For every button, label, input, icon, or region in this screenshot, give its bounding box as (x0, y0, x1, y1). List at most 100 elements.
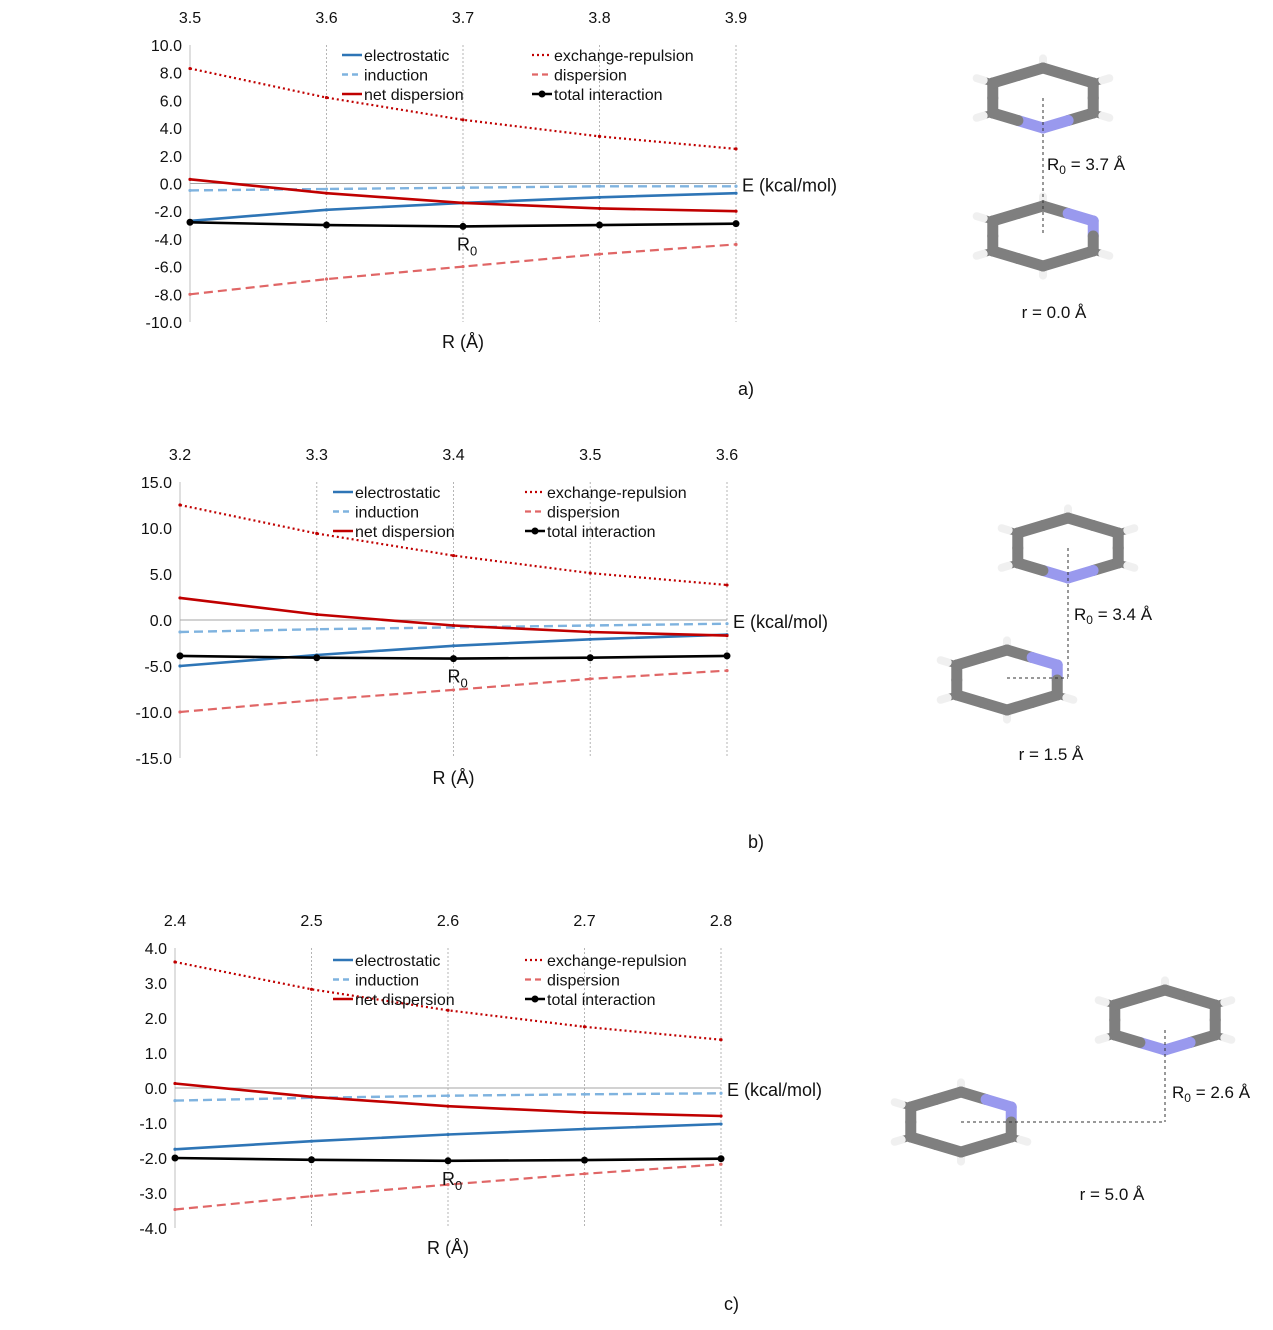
data-point (597, 252, 602, 256)
y-tick-label: 2.0 (145, 1011, 167, 1028)
data-point (719, 1122, 723, 1126)
hydrogen-atom (1016, 1135, 1032, 1146)
y-tick-label: -2.0 (139, 1151, 167, 1168)
data-point (725, 634, 729, 638)
x-tick-label: 2.5 (300, 913, 322, 930)
y-tick-label: 4.0 (160, 121, 182, 138)
data-point (324, 208, 329, 212)
panel-label-c: c) (724, 1294, 739, 1314)
data-point (313, 654, 321, 662)
x-tick-label: 3.7 (452, 10, 474, 27)
legend-label-electrostatic: electrostatic (355, 953, 440, 970)
legend-label-net-dispersion: net dispersion (355, 992, 455, 1009)
data-point (188, 188, 192, 193)
data-point (719, 1038, 723, 1042)
data-point (461, 265, 465, 269)
y-tick-label: -4.0 (154, 232, 182, 249)
chart-b: 3.2 3.3 3.4 3.5 3.6 15.0 10.0 5.0 0.0 -5.0 -10.0 -1… (136, 447, 828, 788)
data-point (309, 1095, 314, 1099)
data-point (596, 221, 603, 229)
chart-a: 3.5 3.6 3.7 3.8 3.9 10.0 8.0 6.0 4.0 2.0 0.0 -2.0 -4… (146, 10, 837, 352)
legend-label-induction: induction (355, 505, 419, 522)
data-point (315, 531, 319, 536)
y-tick-label: 8.0 (160, 66, 182, 83)
legend-label-dispersion: dispersion (554, 68, 627, 85)
x-axis-label: R (Å) (433, 768, 475, 788)
panel-label-b: b) (748, 832, 764, 852)
data-point (459, 222, 467, 230)
x-tick-label: 2.8 (710, 913, 732, 930)
x-axis-label: R (Å) (442, 332, 484, 352)
data-point (451, 644, 456, 648)
y-tick-label: -8.0 (154, 287, 182, 304)
data-point (315, 698, 319, 702)
series-line-exchange-repulsion (174, 960, 722, 1041)
data-point (588, 630, 592, 634)
legend-label-net-dispersion: net dispersion (355, 524, 455, 541)
hydrogen-atom (1094, 996, 1110, 1007)
hydrogen-atom (1094, 1033, 1110, 1044)
x-tick-label: 3.2 (169, 447, 191, 464)
data-point (324, 191, 329, 195)
y-tick-label: -5.0 (144, 659, 172, 676)
y-tick-label: 0.0 (160, 177, 182, 194)
data-point (582, 1110, 587, 1115)
data-point (315, 627, 319, 631)
y-tick-label: 0.0 (150, 613, 172, 630)
x-tick-label: 3.9 (725, 10, 747, 27)
legend-marker (531, 527, 539, 535)
legend-label-total-interaction: total interaction (547, 524, 656, 541)
data-point (586, 654, 594, 662)
r0-label: R0 (448, 667, 468, 691)
hydrogen-atom (972, 111, 988, 122)
data-point (323, 221, 330, 229)
data-point (324, 187, 329, 191)
hydrogen-atom (1098, 249, 1114, 260)
r0-distance-label: R0 = 3.7 Å (1047, 155, 1126, 177)
hydrogen-atom (936, 693, 952, 704)
data-point (725, 669, 729, 673)
y-tick-label: -6.0 (154, 260, 182, 277)
data-point (588, 571, 592, 575)
data-point (719, 1114, 723, 1118)
hydrogen-atom (1123, 561, 1139, 572)
data-point (446, 1008, 450, 1012)
data-point (461, 186, 465, 190)
hydrogen-atom (1220, 1033, 1236, 1044)
data-point (173, 1099, 177, 1103)
hydrogen-atom (1220, 996, 1236, 1007)
data-point (451, 623, 456, 628)
molecule-diagram-a: R0 = 3.7 Å r = 0.0 Å (972, 54, 1126, 322)
data-point (582, 1172, 587, 1176)
legend-label-net-dispersion: net dispersion (364, 87, 464, 104)
y-tick-label: 6.0 (160, 93, 182, 110)
data-point (308, 1156, 315, 1164)
molecule-diagram-b: R0 = 3.4 Å r = 1.5 Å (936, 504, 1153, 764)
data-point (588, 637, 592, 641)
y-tick-label: 10.0 (141, 521, 172, 538)
data-point (597, 195, 602, 199)
r-offset-label: r = 0.0 Å (1022, 303, 1087, 322)
x-tick-label: 3.6 (716, 447, 738, 464)
legend-label-dispersion: dispersion (547, 505, 620, 522)
data-point (309, 1139, 314, 1143)
r-offset-label: r = 1.5 Å (1019, 745, 1084, 764)
legend-marker (531, 995, 539, 1003)
data-point (461, 118, 465, 122)
y-tick-label: 2.0 (160, 149, 182, 166)
y-tick-label: -2.0 (154, 204, 182, 221)
x-tick-label: 3.5 (579, 447, 601, 464)
legend-label-exchange-repulsion: exchange-repulsion (554, 48, 694, 65)
r0-distance-label: R0 = 3.4 Å (1074, 605, 1153, 627)
data-point (597, 134, 602, 139)
data-point (188, 177, 192, 181)
data-point (178, 596, 182, 600)
data-point (717, 1155, 725, 1163)
data-point (734, 191, 738, 195)
data-point (171, 1154, 179, 1162)
data-point (309, 987, 314, 991)
y-tick-label: -10.0 (146, 315, 183, 332)
r0-distance-label: R0 = 2.6 Å (1172, 1083, 1251, 1105)
x-tick-label: 2.4 (164, 913, 186, 930)
